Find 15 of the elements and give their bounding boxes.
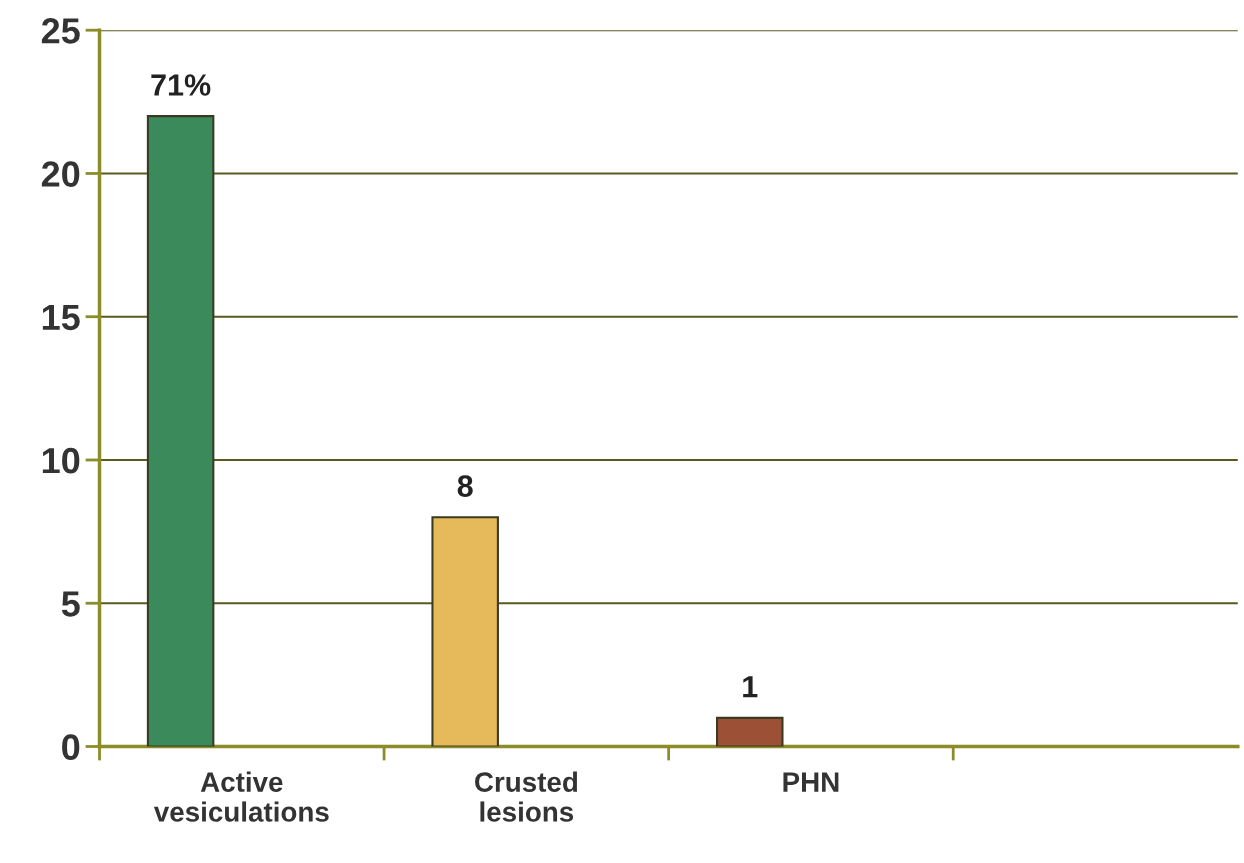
y-tick-label: 0 [62,734,80,760]
data-label: 8 [457,475,473,497]
y-tick-label: 5 [61,591,80,617]
x-tick-label: PHN [783,772,839,792]
x-tick-label: Active vesiculations [153,771,329,822]
annotation: 71% [151,74,211,96]
bar [715,716,784,747]
data-label: 1 [743,676,758,698]
bar [146,115,215,747]
y-tick-label: 20 [41,161,80,187]
bar [431,516,499,747]
x-tick-label: Crusted lesions [475,771,578,822]
y-tick-label: 15 [42,304,80,331]
y-tick-label: 10 [42,447,80,474]
y-tick-label: 25 [41,18,80,44]
